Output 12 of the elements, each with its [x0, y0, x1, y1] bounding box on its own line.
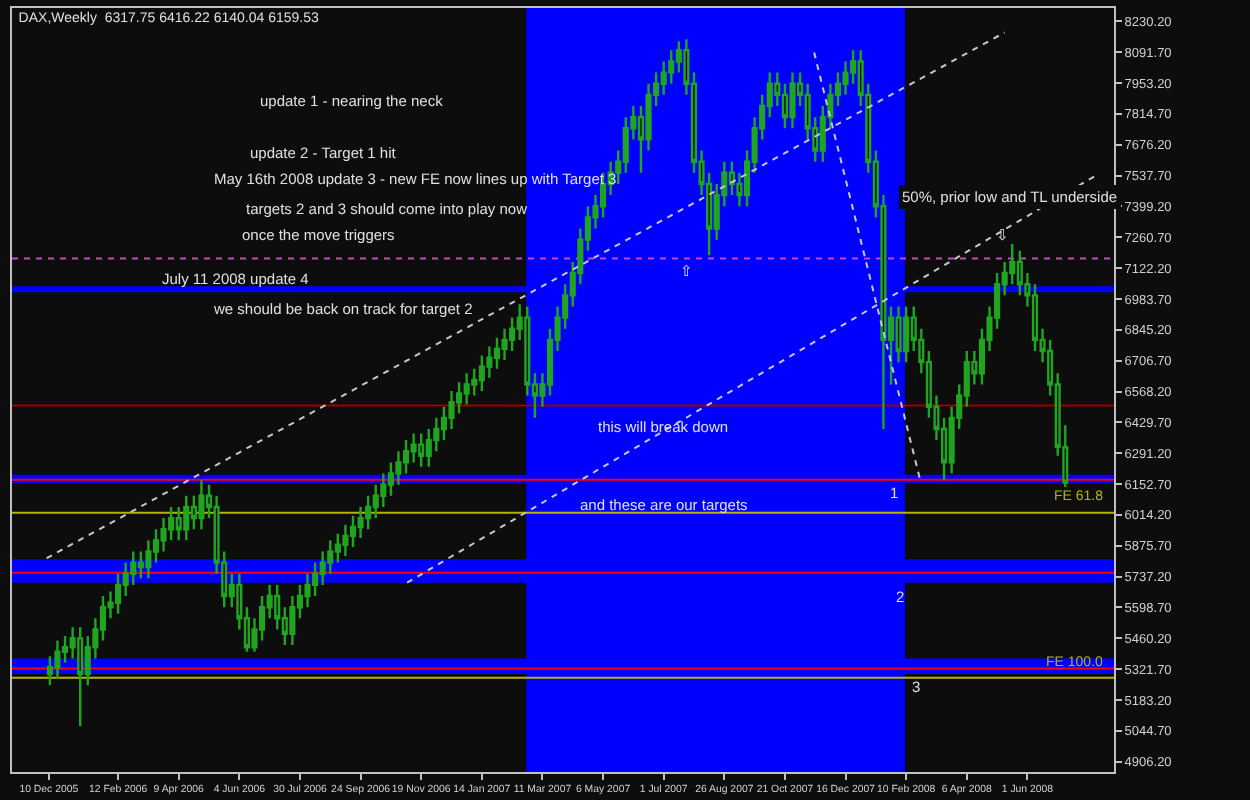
- candlestick: [493, 336, 501, 371]
- candlestick: [54, 639, 61, 680]
- candlestick: [198, 479, 205, 531]
- candlestick: [463, 372, 470, 406]
- candlestick: [478, 354, 485, 393]
- candlestick: [418, 432, 425, 469]
- candlestick: [789, 71, 796, 130]
- candlestick: [342, 523, 349, 558]
- candlestick: [903, 305, 910, 364]
- candlestick: [349, 514, 357, 549]
- candlestick: [183, 494, 190, 542]
- candlestick: [77, 626, 84, 728]
